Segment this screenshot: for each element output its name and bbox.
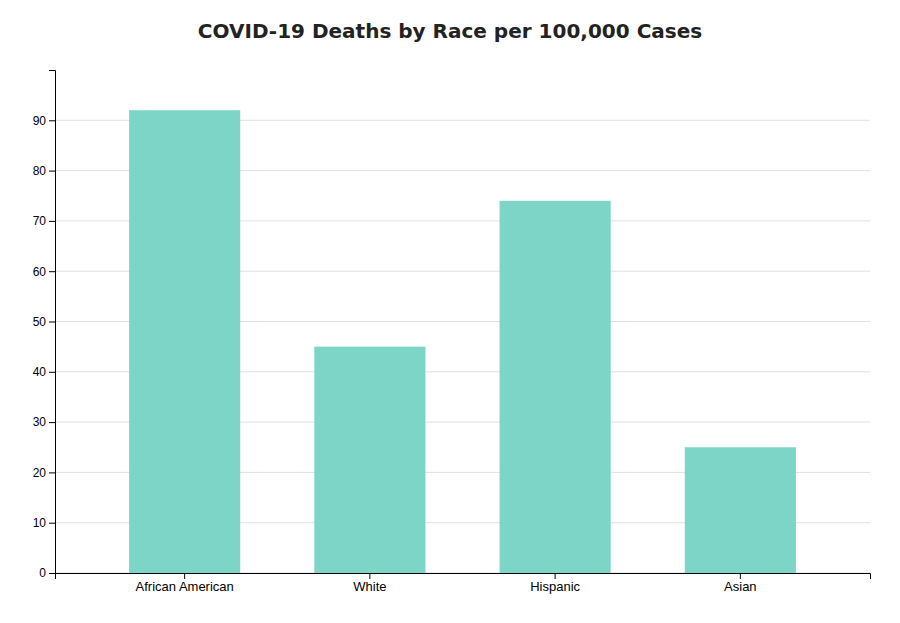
y-tick: 70 — [33, 214, 55, 228]
y-tick-mark — [49, 372, 55, 373]
x-tick-mark — [740, 573, 741, 579]
bar — [685, 447, 796, 573]
x-tick-label: White — [353, 579, 386, 594]
y-tick: 40 — [33, 365, 55, 379]
y-tick-label: 40 — [33, 365, 47, 379]
bars — [129, 110, 796, 573]
y-tick-label: 30 — [33, 415, 47, 429]
x-tick: African American — [136, 573, 234, 594]
y-tick: 0 — [39, 566, 55, 580]
y-tick-label: 20 — [33, 466, 47, 480]
y-tick: 20 — [33, 466, 55, 480]
y-tick-mark — [49, 422, 55, 423]
x-tick: White — [353, 573, 386, 594]
bar — [500, 201, 611, 573]
bar — [129, 110, 240, 573]
y-tick: 30 — [33, 415, 55, 429]
y-tick-label: 80 — [33, 164, 47, 178]
y-tick-mark — [49, 573, 55, 574]
x-tick-label: Asian — [724, 579, 757, 594]
x-tick-label: Hispanic — [530, 579, 580, 594]
y-tick: 50 — [33, 315, 55, 329]
x-tick-mark — [184, 573, 185, 579]
x-tick: Asian — [724, 573, 757, 594]
x-tick: Hispanic — [530, 573, 580, 594]
chart: 0 10 20 30 40 50 60 70 80 90 African American White… — [0, 0, 900, 623]
y-axis: 0 10 20 30 40 50 60 70 80 90 — [33, 71, 56, 581]
bar — [314, 347, 425, 573]
y-tick-label: 90 — [33, 114, 47, 128]
y-tick-mark — [49, 322, 55, 323]
y-tick-mark — [49, 472, 55, 473]
y-tick-label: 70 — [33, 214, 47, 228]
y-tick-mark — [49, 271, 55, 272]
plot: 0 10 20 30 40 50 60 70 80 90 African American White… — [33, 71, 871, 595]
y-tick-label: 0 — [39, 566, 46, 580]
y-tick-mark — [49, 171, 55, 172]
title: COVID-19 Deaths by Race per 100,000 Case… — [198, 19, 702, 43]
y-tick-label: 10 — [33, 516, 47, 530]
y-axis-line — [49, 71, 56, 574]
x-tick-mark — [369, 573, 370, 579]
y-tick-label: 50 — [33, 315, 47, 329]
y-tick: 80 — [33, 164, 55, 178]
y-tick-mark — [49, 523, 55, 524]
y-tick: 60 — [33, 265, 55, 279]
x-tick-mark — [555, 573, 556, 579]
x-axis: African American White Hispanic Asian — [56, 573, 871, 594]
y-tick-mark — [49, 221, 55, 222]
x-axis-line — [56, 574, 871, 580]
y-tick-mark — [49, 120, 55, 121]
y-tick: 90 — [33, 114, 55, 128]
x-tick-label: African American — [136, 579, 234, 594]
y-tick-label: 60 — [33, 265, 47, 279]
y-tick: 10 — [33, 516, 55, 530]
